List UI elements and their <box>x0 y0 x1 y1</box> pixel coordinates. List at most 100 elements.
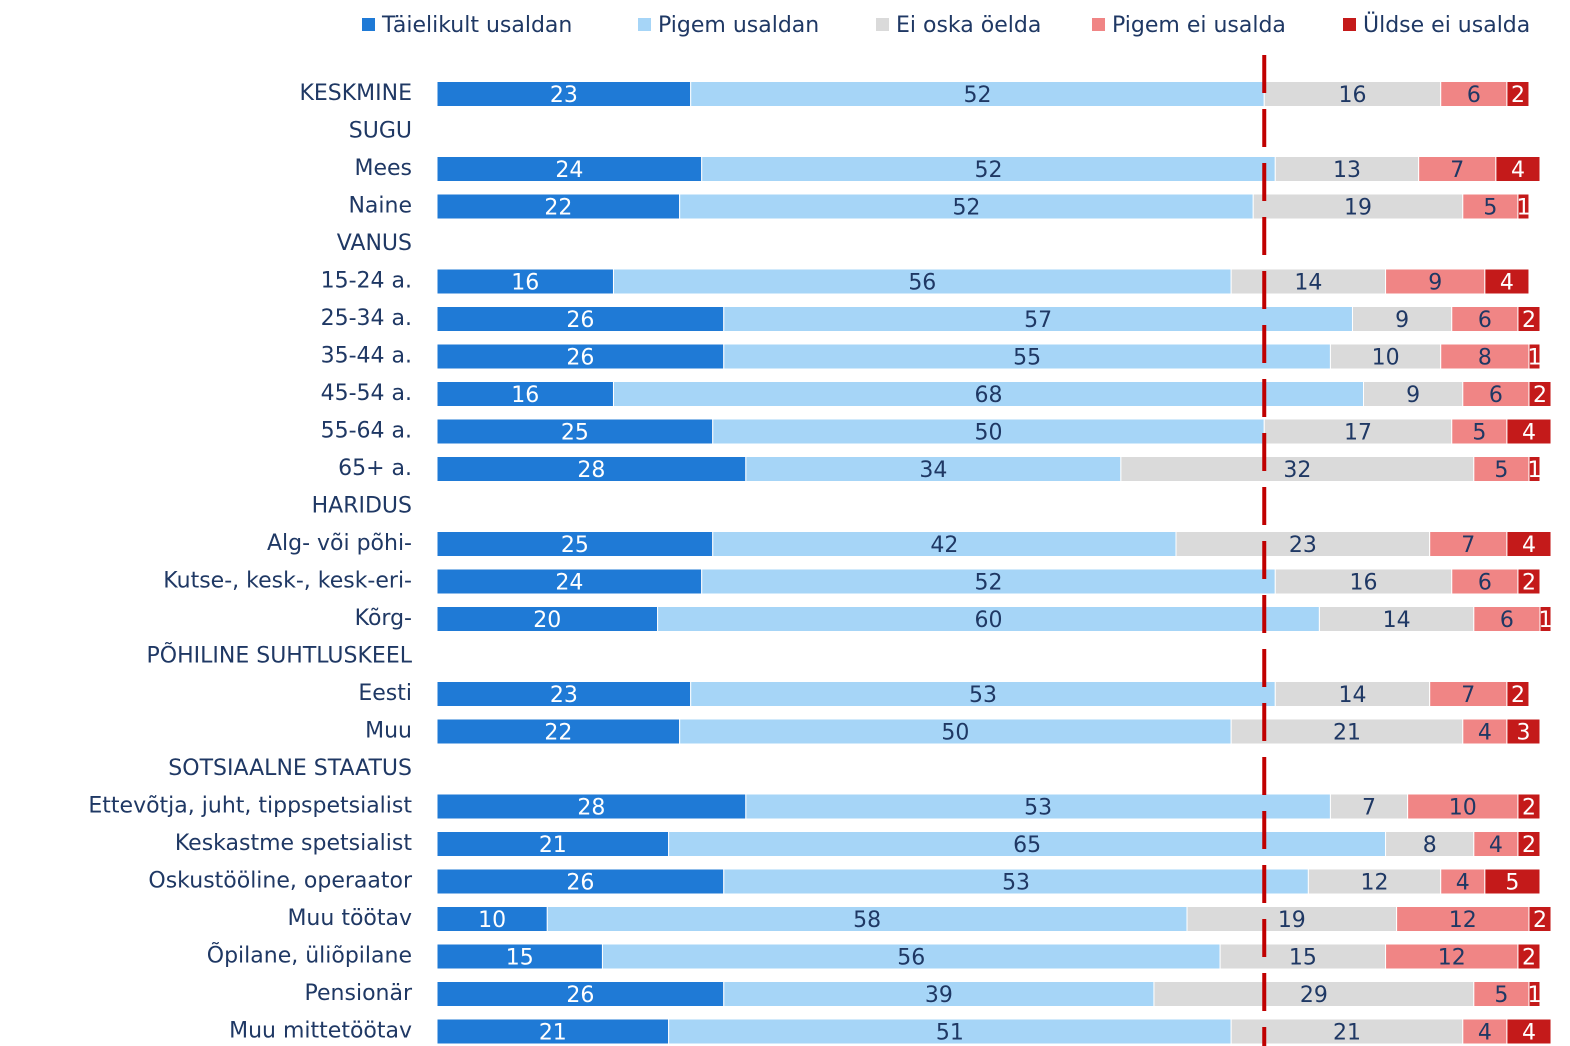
data-label: 5 <box>1472 421 1486 446</box>
bar-segment <box>1252 193 1464 220</box>
bar-segment <box>436 268 614 295</box>
bar-segment <box>690 81 1265 107</box>
data-label: 50 <box>941 721 969 746</box>
bar-segment <box>1506 81 1530 107</box>
category-label: 35-44 a. <box>321 344 412 369</box>
data-label: 34 <box>919 458 947 483</box>
data-label: 6 <box>1478 571 1492 596</box>
data-label: 12 <box>1361 871 1389 896</box>
category-label: 55-64 a. <box>321 419 412 444</box>
legend-label: Pigem ei usalda <box>1112 13 1286 38</box>
data-label: 21 <box>1333 721 1361 746</box>
data-label: 24 <box>555 571 583 596</box>
data-label: 1 <box>1527 346 1541 371</box>
data-label: 4 <box>1456 871 1470 896</box>
data-label: 68 <box>975 383 1003 408</box>
data-label: 22 <box>544 196 572 221</box>
bar-segment <box>436 943 603 970</box>
bar-segment <box>1506 1018 1552 1045</box>
data-label: 52 <box>952 196 980 221</box>
bar-segment <box>1506 718 1541 745</box>
bar-segment <box>690 681 1276 707</box>
bar-segment <box>436 81 692 107</box>
bar-segment <box>712 418 1265 445</box>
bar-segment <box>701 156 1276 182</box>
data-label: 12 <box>1438 946 1466 971</box>
data-label: 7 <box>1450 158 1464 183</box>
data-label: 7 <box>1362 796 1376 821</box>
data-label: 15 <box>1289 946 1317 971</box>
bar-segment <box>1517 943 1541 970</box>
bar-segment <box>1230 268 1387 295</box>
data-label: 2 <box>1522 946 1536 971</box>
data-label: 22 <box>544 721 572 746</box>
data-label: 2 <box>1522 833 1536 858</box>
category-label: Muu töötav <box>287 906 412 931</box>
legend-label: Täielikult usaldan <box>381 13 572 38</box>
category-label: 45-54 a. <box>321 381 412 406</box>
legend-swatch <box>638 18 651 31</box>
data-label: 17 <box>1344 421 1372 446</box>
data-label: 50 <box>975 421 1003 446</box>
data-label: 14 <box>1383 608 1411 633</box>
legend-swatch <box>1343 18 1356 31</box>
bar-segment <box>1506 418 1552 445</box>
data-label: 13 <box>1333 158 1361 183</box>
bar-segment <box>723 306 1353 332</box>
bar-segment <box>1517 193 1530 220</box>
bar-segment <box>1230 718 1464 745</box>
data-label: 4 <box>1522 1021 1536 1046</box>
bar-segment <box>1385 831 1475 857</box>
bar-segment <box>1473 606 1541 632</box>
bar-segment <box>1329 793 1409 820</box>
category-label: Kõrg- <box>355 606 412 631</box>
data-label: 9 <box>1428 271 1442 296</box>
bar-segment <box>436 906 548 932</box>
data-label: 55 <box>1013 346 1041 371</box>
category-label: 65+ a. <box>338 456 412 481</box>
category-label: 25-34 a. <box>321 306 412 331</box>
bar-segment <box>1418 156 1497 182</box>
data-label: 23 <box>550 683 578 708</box>
data-label: 4 <box>1478 1021 1492 1046</box>
bar-segment <box>436 793 747 820</box>
category-label: SOTSIAALNE STAATUS <box>168 756 412 781</box>
data-label: 5 <box>1483 196 1497 221</box>
bar-segment <box>1230 1018 1464 1045</box>
bar-segment <box>1528 456 1541 482</box>
data-label: 10 <box>1372 346 1400 371</box>
category-label: KESKMINE <box>299 81 412 106</box>
bar-segment <box>723 981 1155 1007</box>
legend-label: Üldse ei usalda <box>1363 12 1530 38</box>
bar-segment <box>436 868 725 895</box>
bar-segment <box>1484 868 1541 895</box>
data-label: 26 <box>566 871 594 896</box>
bar-segment <box>436 1018 670 1045</box>
bar-segment <box>1318 606 1475 632</box>
bar-segment <box>1263 81 1442 107</box>
bar-segment <box>612 381 1365 407</box>
data-label: 5 <box>1505 871 1519 896</box>
data-label: 1 <box>1539 608 1553 633</box>
bar-segment <box>657 606 1320 632</box>
category-label: Muu <box>365 719 412 744</box>
data-label: 25 <box>561 421 589 446</box>
bar-segment <box>601 943 1221 970</box>
data-label: 2 <box>1522 571 1536 596</box>
bar-segment <box>436 568 703 595</box>
bar-segment <box>1528 343 1541 370</box>
category-label: Alg- või põhi- <box>267 531 412 556</box>
data-label: 21 <box>539 1021 567 1046</box>
category-label: Mees <box>354 156 412 181</box>
data-label: 24 <box>555 158 583 183</box>
data-label: 52 <box>963 83 991 108</box>
data-label: 5 <box>1494 458 1508 483</box>
data-label: 56 <box>908 271 936 296</box>
bar-segment <box>1528 381 1552 407</box>
bar-segment <box>668 1018 1232 1045</box>
data-label: 16 <box>511 383 539 408</box>
category-label: Naine <box>348 194 412 219</box>
bar-segment <box>1329 343 1442 370</box>
data-label: 1 <box>1527 458 1541 483</box>
